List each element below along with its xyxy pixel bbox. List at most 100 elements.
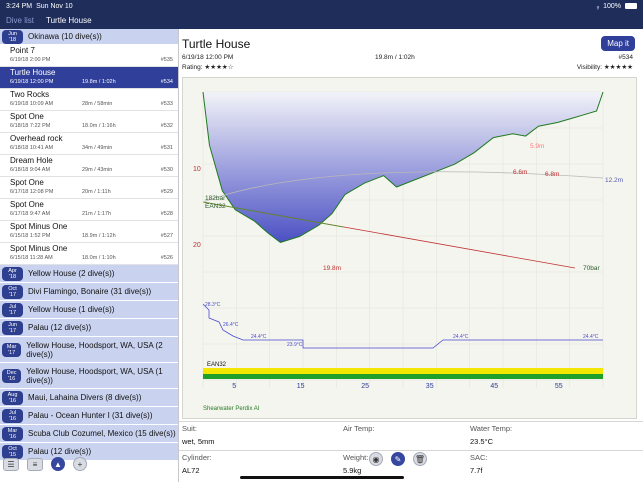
filter-icon[interactable]: ≡ bbox=[27, 457, 43, 471]
rating[interactable]: Rating: ★★★★☆ bbox=[182, 64, 234, 71]
group-row[interactable]: Aug '16 Maui, Lahaina Divers (8 dive(s)) bbox=[0, 389, 178, 407]
dive-list-item[interactable]: Point 7 6/19/18 2:00 PM #535 bbox=[0, 45, 178, 67]
trash-icon[interactable]: 🗑 bbox=[413, 452, 427, 466]
sac-cell[interactable]: SAC: 7.7f bbox=[470, 453, 488, 475]
weight-cell[interactable]: Weight: 5.9kg bbox=[343, 453, 369, 475]
list-icon[interactable]: ☰ bbox=[3, 457, 19, 471]
edit-pencil-icon[interactable]: ✎ bbox=[391, 452, 405, 466]
dive-number: #530 bbox=[160, 167, 173, 173]
dive-number: #533 bbox=[160, 101, 173, 107]
battery-icon bbox=[625, 3, 637, 9]
x-tick-label: 15 bbox=[297, 383, 305, 390]
water-temp-cell[interactable]: Water Temp: 23.5°C bbox=[470, 424, 513, 446]
group-date-badge: Aug '16 bbox=[2, 390, 23, 405]
chart-annotation: EAN32 bbox=[205, 203, 226, 210]
suit-value: wet, 5mm bbox=[182, 437, 215, 446]
dive-detail-pane: Turtle House Map it 6/19/18 12:00 PM 19.… bbox=[179, 29, 643, 482]
dive-number: #528 bbox=[160, 211, 173, 217]
temperature-label: 28.3°C bbox=[205, 302, 221, 308]
dive-list-item[interactable]: Spot Minus One 6/15/18 1:52 PM 18.9m / 1:1… bbox=[0, 221, 178, 243]
dive-profile-chart[interactable]: 10 20 19.8m 6.6m 6.8m 5.9m 182bar EAN32 70bar 12.… bbox=[182, 77, 637, 419]
y-tick-label: 10 bbox=[193, 166, 201, 173]
dive-stats: 21m / 1:17h bbox=[82, 211, 112, 217]
chart-annotation: 5.9m bbox=[530, 143, 544, 150]
group-label: Yellow House (2 dive(s)) bbox=[28, 269, 115, 278]
temperature-label: 24.4°C bbox=[251, 334, 267, 340]
dive-list-item[interactable]: Spot One 6/17/18 12:08 PM 20m / 1:11h #529 bbox=[0, 177, 178, 199]
back-to-dive-list[interactable]: Dive list bbox=[6, 16, 35, 25]
dive-list-item[interactable]: Spot One 6/18/18 7:22 PM 18.0m / 1:16h #532 bbox=[0, 111, 178, 133]
dive-list-sidebar[interactable]: Jun '18 Okinawa (10 dive(s)) Point 7 6/19… bbox=[0, 29, 179, 482]
dive-name: Spot Minus One bbox=[10, 222, 68, 231]
dive-list-item[interactable]: Spot Minus One 6/15/18 11:28 AM 18.0m / 1:… bbox=[0, 243, 178, 265]
battery-percent: 100% bbox=[603, 2, 621, 10]
map-it-button[interactable]: Map it bbox=[601, 36, 635, 51]
water-temp-value: 23.5°C bbox=[470, 437, 494, 446]
dive-datetime: 6/19/18 10:09 AM bbox=[10, 101, 54, 107]
dive-stats: 34m / 49min bbox=[82, 145, 113, 151]
depth-area bbox=[203, 92, 603, 243]
x-tick-label: 25 bbox=[361, 383, 369, 390]
dive-datetime: 6/17/18 9:47 AM bbox=[10, 211, 51, 217]
group-date-badge: Mar '16 bbox=[2, 426, 23, 441]
group-date-badge: Oct '17 bbox=[2, 284, 23, 299]
dive-name: Dream Hole bbox=[10, 156, 53, 165]
dive-depth-time: 19.8m / 1:02h bbox=[375, 54, 415, 61]
visibility-stars[interactable]: ★★★★★ bbox=[603, 64, 633, 71]
group-label: Palau (12 dive(s)) bbox=[28, 323, 92, 332]
dive-stats bbox=[82, 57, 142, 63]
group-rows: Apr '18 Yellow House (2 dive(s)) Oct '17 Divi… bbox=[0, 265, 178, 461]
group-label: Maui, Lahaina Divers (8 dive(s)) bbox=[28, 393, 142, 402]
group-label: Palau - Ocean Hunter I (31 dive(s)) bbox=[28, 411, 153, 420]
visibility[interactable]: Visibility: ★★★★★ bbox=[576, 64, 633, 71]
temperature-label: 23.9°C bbox=[287, 342, 303, 348]
group-row[interactable]: Mar '16 Scuba Club Cozumel, Mexico (15 div… bbox=[0, 425, 178, 443]
dive-list-item[interactable]: Overhead rock 6/18/18 10:41 AM 34m / 49min… bbox=[0, 133, 178, 155]
dive-list-item[interactable]: Spot One 6/17/18 9:47 AM 21m / 1:17h #528 bbox=[0, 199, 178, 221]
group-date-badge: Jul '16 bbox=[2, 408, 23, 423]
status-time: 3:24 PM bbox=[6, 2, 33, 10]
dive-datetime: 6/18/18 10:41 AM bbox=[10, 145, 54, 151]
nav-bar: Dive list Turtle House bbox=[0, 12, 643, 29]
group-row[interactable]: Oct '15 Palau (12 dive(s)) bbox=[0, 443, 178, 461]
dive-stats: 18.0m / 1:16h bbox=[82, 123, 116, 129]
group-row-okinawa[interactable]: Jun '18 Okinawa (10 dive(s)) bbox=[0, 29, 178, 45]
dive-number: #535 bbox=[160, 57, 173, 63]
cylinder-cell[interactable]: Cylinder: AL72 bbox=[182, 453, 212, 475]
group-label: Divi Flamingo, Bonaire (31 dive(s)) bbox=[28, 287, 152, 296]
group-row[interactable]: Dec '16 Yellow House, Hoodsport, WA, USA (… bbox=[0, 363, 178, 389]
chart-annotation: 6.8m bbox=[545, 171, 559, 178]
plus-icon[interactable]: + bbox=[73, 457, 87, 471]
scuba-tank-icon[interactable]: ▲ bbox=[51, 457, 65, 471]
dive-number: #534 bbox=[618, 54, 633, 61]
gas-bar-yellow bbox=[203, 368, 603, 374]
group-row[interactable]: Oct '17 Divi Flamingo, Bonaire (31 dive(s)… bbox=[0, 283, 178, 301]
x-tick-label: 55 bbox=[555, 383, 563, 390]
gas-bar-label: EAN32 bbox=[207, 362, 227, 368]
detail-toolbar: ◉ ✎ 🗑 bbox=[369, 452, 427, 466]
x-tick-label: 5 bbox=[232, 383, 236, 390]
dive-name: Spot One bbox=[10, 112, 44, 121]
dive-name: Spot One bbox=[10, 200, 44, 209]
sac-value: 7.7f bbox=[470, 466, 483, 475]
group-label: Yellow House, Hoodsport, WA, USA (1 dive… bbox=[26, 366, 163, 385]
dive-list-item[interactable]: Two Rocks 6/19/18 10:09 AM 28m / 58min #533 bbox=[0, 89, 178, 111]
dive-list-item[interactable]: Turtle House 6/19/18 12:00 PM 19.8m / 1:02… bbox=[0, 67, 178, 89]
group-row[interactable]: Mar '17 Yellow House, Hoodsport, WA, USA (… bbox=[0, 337, 178, 363]
status-bar: 3:24 PM Sun Nov 10 ᵧ 100% bbox=[0, 0, 643, 12]
chart-annotation: 19.8m bbox=[323, 265, 341, 272]
rating-stars[interactable]: ★★★★☆ bbox=[204, 64, 234, 71]
group-row[interactable]: Apr '18 Yellow House (2 dive(s)) bbox=[0, 265, 178, 283]
group-row[interactable]: Jun '17 Palau (12 dive(s)) bbox=[0, 319, 178, 337]
dive-rows: Point 7 6/19/18 2:00 PM #535 Turtle House 6/… bbox=[0, 45, 178, 265]
group-row[interactable]: Jul '16 Palau - Ocean Hunter I (31 dive(s)… bbox=[0, 407, 178, 425]
x-tick-label: 45 bbox=[490, 383, 498, 390]
dive-title: Turtle House bbox=[182, 37, 251, 51]
suit-cell[interactable]: Suit: wet, 5mm bbox=[182, 424, 215, 446]
location-pin-icon[interactable]: ◉ bbox=[369, 452, 383, 466]
air-temp-cell[interactable]: Air Temp: bbox=[343, 424, 375, 433]
dive-list-item[interactable]: Dream Hole 6/18/18 9:04 AM 29m / 43min #530 bbox=[0, 155, 178, 177]
dive-number: #531 bbox=[160, 145, 173, 151]
group-row[interactable]: Jul '17 Yellow House (1 dive(s)) bbox=[0, 301, 178, 319]
